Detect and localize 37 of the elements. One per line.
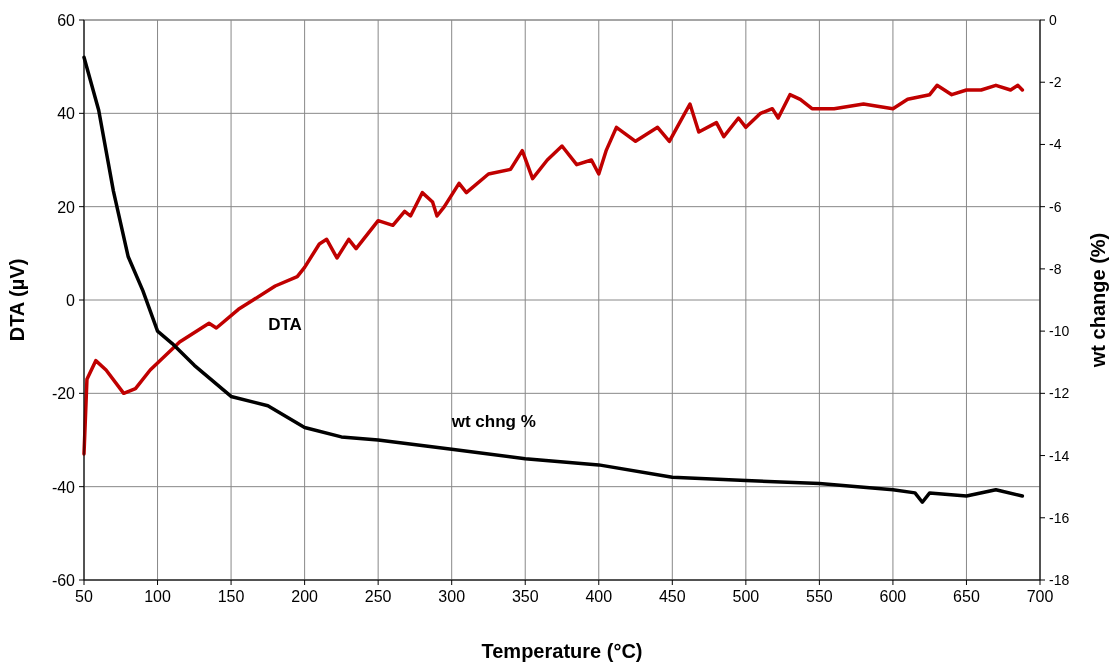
x-tick-label: 500 [732,588,760,605]
x-tick-label: 350 [511,588,539,605]
y-tick-label: 20 [57,198,76,216]
y2-tick-label: -16 [1049,509,1070,526]
x-tick-label: 700 [1026,588,1054,605]
y2-tick-label: -14 [1049,447,1070,464]
y-tick-label: -60 [51,572,76,589]
y2-tick-label: 0 [1049,12,1057,28]
x-tick-label: 300 [438,588,466,605]
y2-tick-label: -6 [1049,198,1062,215]
series-label: DTA [268,315,302,334]
x-axis-title: Temperature (°C) [481,640,643,662]
y2-tick-label: -10 [1049,323,1070,340]
x-tick-label: 600 [879,588,907,605]
y2-axis-title: wt change (%) [1087,232,1109,369]
x-tick-label: 550 [806,588,833,605]
x-tick-label: 100 [144,588,171,605]
y-tick-label: -20 [51,385,76,403]
y-axis-title: DTA (µV) [6,258,28,342]
line-series [82,83,1025,456]
y-tick-label: -40 [51,478,76,496]
series-label: wt chng % [450,412,536,432]
y2-tick-label: -2 [1049,74,1062,91]
y2-tick-label: -4 [1049,136,1062,153]
x-tick-label: 150 [217,588,245,605]
x-tick-label: 450 [658,588,686,605]
y2-tick-label: -12 [1049,385,1070,402]
y2-tick-label: -18 [1049,572,1070,588]
y-tick-label: 0 [66,292,76,309]
x-tick-label: 250 [364,588,392,605]
x-tick-label: 400 [585,588,613,605]
x-tick-label: 50 [75,588,93,605]
x-tick-label: 650 [953,588,980,605]
y-tick-label: 40 [57,105,76,123]
y-tick-label: 60 [57,12,76,29]
y2-tick-label: -8 [1049,260,1062,277]
x-tick-label: 200 [291,588,319,605]
